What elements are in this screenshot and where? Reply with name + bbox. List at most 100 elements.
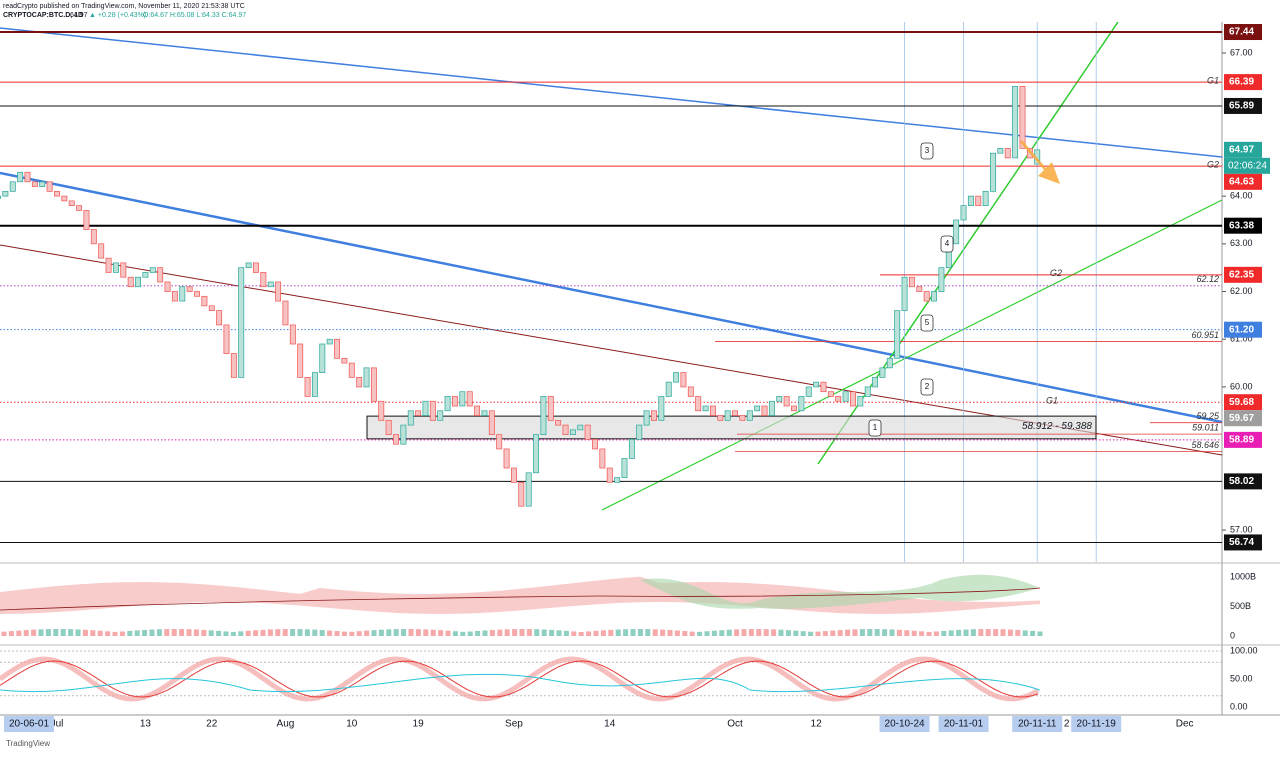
volume-bar xyxy=(68,629,74,636)
y-tick-label: 67.00 xyxy=(1230,47,1253,57)
volume-bar xyxy=(867,629,873,636)
date-marker-bg xyxy=(1012,716,1063,732)
candle xyxy=(673,372,680,383)
candle xyxy=(31,181,38,187)
volume-bar xyxy=(1030,630,1036,636)
volume-bar xyxy=(238,631,244,636)
x-tick-label: 22 xyxy=(206,719,218,730)
volume-bar xyxy=(948,630,954,636)
volume-bar xyxy=(911,630,917,636)
candle xyxy=(628,439,635,459)
x-tick-label: 19 xyxy=(413,719,425,730)
candle xyxy=(238,267,245,378)
volume-bar xyxy=(556,630,562,636)
volume-bar xyxy=(467,631,473,636)
candle xyxy=(2,190,9,197)
volume-bar xyxy=(267,629,273,636)
y-tick-label: 64.00 xyxy=(1230,190,1253,200)
volume-bar xyxy=(497,629,503,636)
price-label: 64.63 xyxy=(1229,176,1254,187)
volume-bar xyxy=(105,631,111,636)
candle xyxy=(599,448,606,469)
volume-bar xyxy=(16,630,22,636)
x-tick-label: Sep xyxy=(505,719,523,730)
candle xyxy=(275,281,282,302)
volume-bar xyxy=(852,629,858,636)
volume-bar xyxy=(1000,629,1006,636)
price-label-bg xyxy=(1224,217,1262,234)
y-tick-label: 100.00 xyxy=(1230,645,1258,655)
volume-bar xyxy=(719,630,725,636)
stoch-slow xyxy=(0,673,1041,693)
candle xyxy=(356,377,363,388)
volume-bar xyxy=(489,629,495,636)
candle xyxy=(938,267,945,292)
price-label: 64.97 xyxy=(1229,144,1254,155)
volume-bar xyxy=(697,631,703,636)
y-tick-label: 0 xyxy=(1230,630,1235,640)
volume-bar xyxy=(674,630,680,636)
level-name: G1 xyxy=(1207,75,1219,85)
candle xyxy=(923,291,930,302)
volume-bar xyxy=(393,629,399,636)
volume-bar xyxy=(334,631,340,636)
callout-box xyxy=(868,419,882,437)
stoch-d xyxy=(0,660,1039,698)
candle xyxy=(540,396,547,435)
candle xyxy=(297,343,304,378)
callout-box xyxy=(920,142,934,160)
candle xyxy=(621,458,628,478)
volume-bar xyxy=(179,629,185,636)
price-label-bg xyxy=(1224,321,1262,338)
candle xyxy=(805,386,812,397)
volume-bar xyxy=(386,629,392,636)
candle xyxy=(348,362,355,378)
volume-bar xyxy=(830,630,836,636)
candle xyxy=(334,338,340,359)
volume-bar xyxy=(312,629,318,636)
candle xyxy=(636,424,643,440)
change: ▲ +0.28 (+0.43%) xyxy=(89,12,146,19)
candle xyxy=(1012,86,1019,159)
candle xyxy=(931,291,937,302)
candle xyxy=(260,272,267,288)
volume-bar xyxy=(993,629,999,636)
candle xyxy=(547,396,554,421)
candle xyxy=(739,415,746,421)
candle xyxy=(724,410,731,421)
candle xyxy=(142,272,149,278)
countdown-bg xyxy=(1224,157,1270,174)
last-price: 64.97 xyxy=(70,12,88,19)
volume-bar xyxy=(430,629,436,636)
candle xyxy=(820,381,827,393)
candle xyxy=(525,472,532,507)
volume-bar xyxy=(586,631,592,636)
candle xyxy=(967,195,974,207)
date-marker-label: 20-10-24 xyxy=(885,719,925,730)
candle xyxy=(311,372,318,397)
volume-bar xyxy=(290,629,296,636)
countdown: 02:06:24 xyxy=(1228,160,1267,171)
volume-bar xyxy=(785,630,791,636)
support-line xyxy=(601,199,1222,511)
volume-bar xyxy=(45,629,51,636)
volume-bar xyxy=(519,629,525,636)
level-label: 60.951 xyxy=(1191,330,1219,340)
candle xyxy=(112,262,119,273)
candle xyxy=(400,424,407,445)
volume-bar xyxy=(253,630,259,636)
price-label-bg xyxy=(1224,473,1262,490)
volume-bar xyxy=(726,629,732,636)
volume-bar xyxy=(682,630,688,636)
callout-box xyxy=(920,314,934,332)
candle xyxy=(201,295,208,307)
price-label: 66.39 xyxy=(1229,77,1254,88)
candle xyxy=(0,195,1,199)
price-pane: 58.912 - 59.388 xyxy=(0,22,1222,562)
x-tick-label: 2 xyxy=(1064,719,1070,730)
level-label: 59.011 xyxy=(1192,422,1219,432)
candle xyxy=(245,262,252,269)
candle xyxy=(135,276,141,288)
price-label-bg xyxy=(1224,410,1262,427)
